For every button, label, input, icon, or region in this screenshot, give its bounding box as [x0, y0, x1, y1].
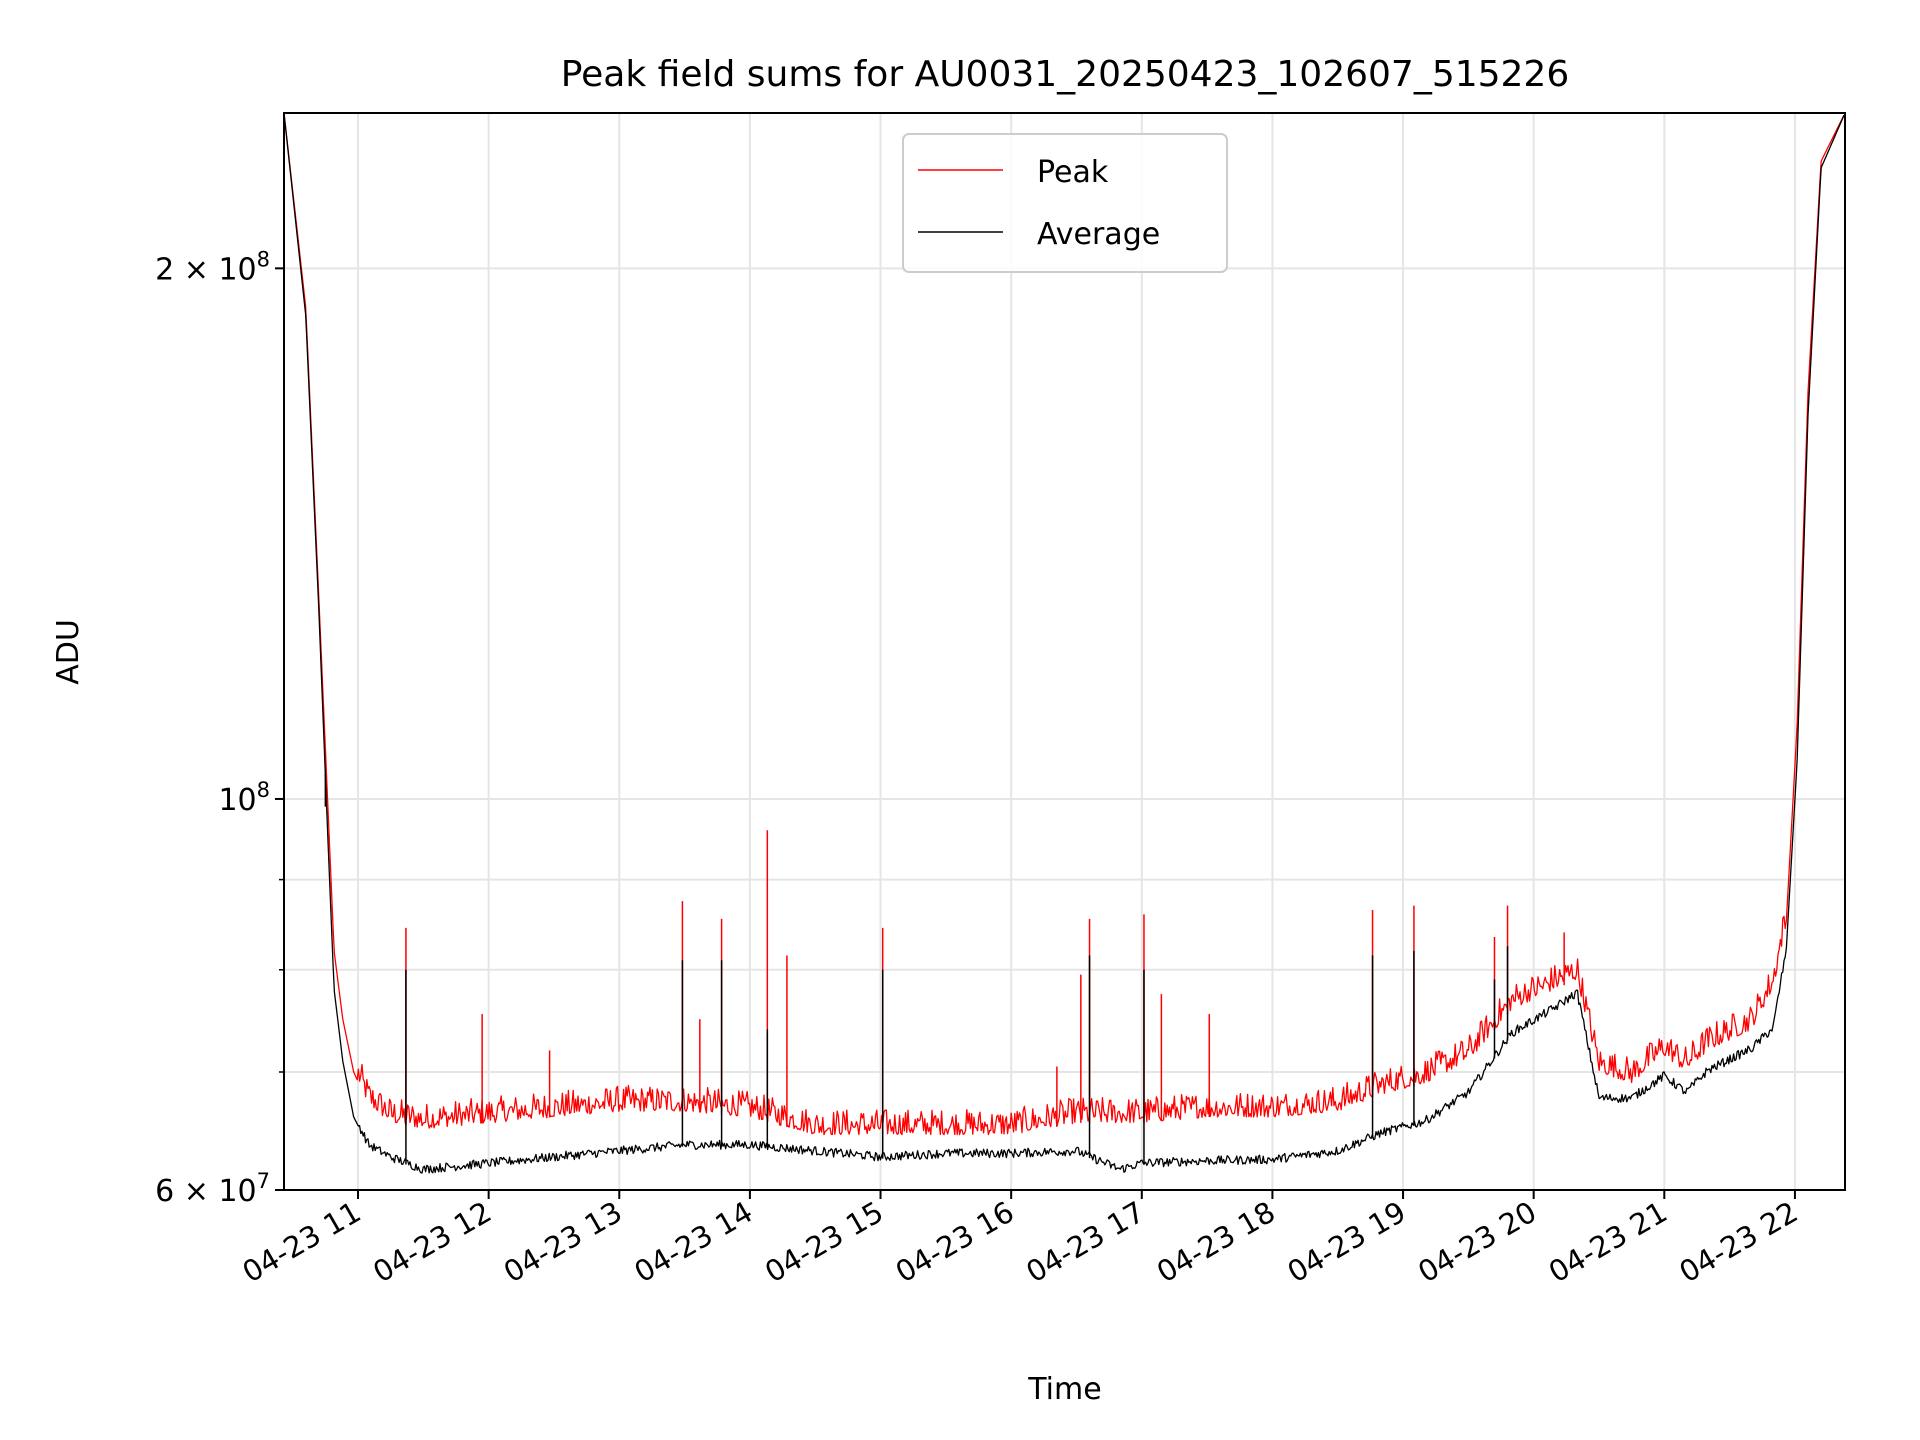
legend-box	[902, 133, 1228, 273]
plot-frame	[283, 112, 1846, 1191]
chart-title: Peak field sums for AU0031_20250423_1026…	[561, 54, 1570, 95]
y-axis-label: ADU	[51, 619, 86, 685]
legend-average-label: Average	[1037, 217, 1160, 252]
series-line-peak	[284, 113, 1845, 1136]
y-tick-label: 6 × 107	[155, 1169, 270, 1209]
series-average	[284, 113, 1845, 1174]
y-axis: 6 × 107 108 2 × 108	[155, 247, 284, 1209]
y-tick-label: 2 × 108	[155, 247, 270, 287]
y-tick-label: 108	[218, 778, 270, 818]
x-axis-label: Time	[1027, 1372, 1101, 1407]
series-layer	[284, 113, 1845, 1174]
legend: Peak Average	[902, 133, 1228, 273]
legend-peak-label: Peak	[1037, 155, 1109, 190]
series-line-average	[284, 113, 1845, 1174]
